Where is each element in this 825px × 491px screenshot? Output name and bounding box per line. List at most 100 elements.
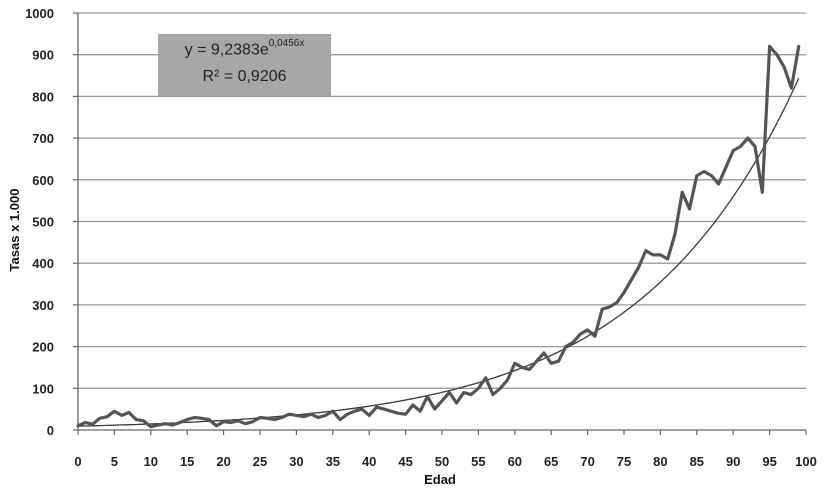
data-point (317, 416, 320, 419)
x-tick-label: 90 (726, 454, 740, 469)
data-point (782, 66, 786, 69)
y-tick-label: 400 (32, 256, 54, 271)
data-point (746, 136, 749, 140)
data-point (739, 145, 742, 148)
data-point (207, 418, 211, 421)
data-point (105, 415, 109, 418)
data-point (280, 416, 284, 419)
data-point (426, 395, 429, 398)
data-point (637, 266, 640, 269)
y-tick-label: 300 (32, 298, 54, 313)
x-tick-label: 45 (398, 454, 412, 469)
data-point (295, 414, 298, 417)
x-tick-label: 80 (653, 454, 667, 469)
data-point (302, 415, 305, 418)
data-point (156, 423, 160, 427)
data-point (309, 412, 313, 416)
data-point (171, 423, 174, 427)
data-point (266, 417, 269, 420)
data-point (535, 359, 538, 363)
x-tick-label: 20 (216, 454, 230, 469)
x-tick-label: 5 (111, 454, 118, 469)
x-axis-ticks: 0 5 10 15 20 25 30 35 40 45 50 55 60 65 70 75 80 85 90 95 10… (74, 454, 816, 469)
data-point (448, 391, 451, 394)
y-tick-label: 600 (32, 173, 54, 188)
data-point (236, 419, 240, 423)
data-point (579, 332, 582, 336)
y-tick-label: 200 (32, 340, 54, 355)
x-axis-title: Edad (424, 472, 456, 487)
data-point (287, 412, 291, 416)
x-tick-label: 35 (326, 454, 340, 469)
data-point (469, 393, 473, 396)
data-point (550, 362, 553, 365)
y-tick-label: 100 (32, 381, 54, 396)
data-point (797, 45, 800, 48)
data-point (484, 376, 487, 380)
y-tick-label: 900 (32, 48, 54, 63)
data-point (702, 170, 706, 173)
data-point (528, 368, 531, 371)
data-point (404, 412, 407, 416)
equation-base: y = 9,2383e (184, 41, 269, 59)
data-point (346, 412, 349, 416)
y-tick-label: 1000 (25, 6, 54, 21)
data-point (76, 424, 80, 428)
data-point (193, 416, 196, 419)
data-point (790, 86, 793, 90)
data-point (622, 291, 626, 294)
x-tick-label: 25 (253, 454, 267, 469)
x-tick-label: 15 (180, 454, 194, 469)
x-tick-label: 30 (289, 454, 303, 469)
data-point (571, 341, 575, 344)
data-point (455, 401, 458, 405)
data-point (586, 328, 589, 332)
x-tick-label: 100 (795, 454, 817, 469)
data-point (499, 387, 502, 390)
x-tick-label: 70 (580, 454, 594, 469)
data-point (375, 405, 378, 409)
data-point (433, 407, 436, 411)
data-point (615, 301, 618, 305)
data-point (186, 418, 189, 421)
data-point (164, 422, 167, 425)
series-group (76, 44, 801, 429)
trendline-exponential (78, 77, 800, 427)
data-point (630, 278, 633, 282)
data-point (397, 412, 400, 415)
data-point (273, 418, 276, 421)
data-point (215, 424, 218, 428)
data-point (477, 387, 480, 390)
x-tick-label: 40 (362, 454, 376, 469)
data-point (251, 420, 254, 423)
data-point (710, 174, 713, 177)
data-point (127, 411, 131, 414)
y-tick-label: 500 (32, 215, 54, 230)
data-point (360, 407, 364, 411)
axes (73, 12, 807, 435)
data-point (462, 391, 466, 394)
data-point (557, 359, 560, 363)
equation-text: y = 9,2383e0,0456x (158, 38, 331, 59)
x-tick-label: 75 (617, 454, 631, 469)
data-point (593, 334, 597, 338)
data-point (149, 425, 152, 428)
x-tick-label: 95 (762, 454, 776, 469)
data-point (84, 421, 87, 424)
data-point (440, 399, 444, 403)
data-point (244, 422, 247, 425)
data-point (564, 345, 567, 348)
data-point (695, 174, 698, 177)
data-point (600, 307, 604, 311)
data-point (608, 305, 611, 309)
data-point (491, 393, 495, 396)
data-point (258, 416, 262, 419)
data-point (368, 414, 371, 417)
data-point (222, 420, 225, 423)
data-point (775, 53, 779, 56)
data-point (513, 362, 516, 365)
data-point (651, 253, 655, 257)
data-point (644, 249, 648, 252)
x-tick-label: 60 (508, 454, 522, 469)
data-point (389, 410, 393, 413)
